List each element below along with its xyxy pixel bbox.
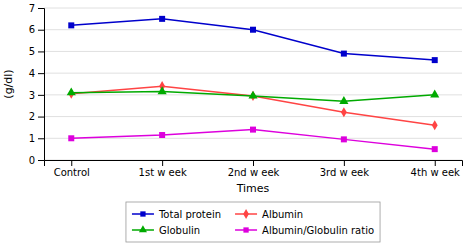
legend: Total protein Albumin Globulin Albumin/Glob… xyxy=(126,202,380,242)
series-line xyxy=(71,19,434,60)
y-tick-mark xyxy=(38,8,44,9)
series-marker xyxy=(67,87,76,95)
legend-item: Total protein xyxy=(132,209,221,220)
legend-label: Globulin xyxy=(159,225,200,236)
y-tick-mark xyxy=(38,160,44,161)
series-marker xyxy=(159,132,165,138)
legend-label: Albumin xyxy=(262,209,303,220)
series-marker xyxy=(432,57,438,63)
x-tick-label: Control xyxy=(54,167,90,178)
y-tick: 5 xyxy=(29,46,44,57)
y-tick-label: 3 xyxy=(29,90,35,101)
x-tick-label: 3rd w eek xyxy=(320,167,369,178)
x-tick: Control xyxy=(54,160,90,178)
legend-item: Albumin xyxy=(235,209,303,220)
legend-item: Albumin/Globulin ratio xyxy=(235,225,374,236)
x-tick-mark xyxy=(71,160,72,166)
y-tick-mark xyxy=(38,117,44,118)
y-tick: 3 xyxy=(29,90,44,101)
series-marker xyxy=(341,136,347,142)
y-axis-line xyxy=(38,9,45,161)
x-tick: 2nd w eek xyxy=(228,160,280,178)
legend-label: Albumin/Globulin ratio xyxy=(262,225,374,236)
y-axis: 0 1 2 3 4 5 6 7 xyxy=(29,3,45,166)
y-tick-label: 1 xyxy=(29,133,35,144)
y-tick-mark xyxy=(38,73,44,74)
y-axis-title: (g/dl) xyxy=(2,69,15,98)
x-tick-label: 4th w eek xyxy=(411,167,460,178)
x-tick-mark xyxy=(435,160,436,166)
y-tick: 4 xyxy=(29,68,44,79)
y-tick-label: 6 xyxy=(29,24,35,35)
y-tick-mark xyxy=(38,95,44,96)
x-tick: 3rd w eek xyxy=(320,160,369,178)
y-tick: 0 xyxy=(29,155,44,166)
grid-line xyxy=(44,51,462,52)
series-marker xyxy=(341,107,347,117)
series-marker xyxy=(341,51,347,57)
legend-box xyxy=(126,202,380,242)
legend-label: Total protein xyxy=(158,209,221,220)
series-marker xyxy=(158,86,167,94)
y-tick: 7 xyxy=(29,3,44,14)
legend-marker xyxy=(243,227,248,232)
series-marker xyxy=(68,135,74,141)
series-marker xyxy=(430,90,439,98)
x-axis: Control 1st w eek 2nd w eek 3rd w eek 4th w … xyxy=(45,160,463,178)
chart: Control 1st w eek 2nd w eek 3rd w eek 4th w … xyxy=(0,0,474,252)
y-tick-mark xyxy=(38,30,44,31)
grid-line xyxy=(44,138,462,139)
x-tick-mark xyxy=(344,160,345,166)
x-axis-line xyxy=(45,161,463,167)
x-tick-mark xyxy=(253,160,254,166)
series-marker xyxy=(339,96,348,104)
grid-line xyxy=(44,8,462,9)
grid-line xyxy=(44,116,462,117)
y-tick: 2 xyxy=(29,111,44,122)
marks xyxy=(67,16,440,152)
y-tick: 1 xyxy=(29,133,44,144)
grid-line xyxy=(44,73,462,74)
y-tick-label: 5 xyxy=(29,46,35,57)
y-tick: 6 xyxy=(29,24,44,35)
plot: Control 1st w eek 2nd w eek 3rd w eek 4th w … xyxy=(2,3,463,195)
y-tick-label: 0 xyxy=(29,155,35,166)
y-tick-label: 7 xyxy=(29,3,35,14)
x-tick: 4th w eek xyxy=(411,160,460,178)
legend-marker xyxy=(140,211,145,216)
y-tick-mark xyxy=(38,51,44,52)
series-marker xyxy=(432,146,438,152)
y-tick-label: 4 xyxy=(29,68,35,79)
legend-marker xyxy=(243,209,249,219)
y-tick-label: 2 xyxy=(29,111,35,122)
grid xyxy=(44,8,462,160)
series-marker xyxy=(250,127,256,133)
x-axis-title: Times xyxy=(236,182,270,195)
series-line xyxy=(71,86,434,125)
legend-item: Globulin xyxy=(132,225,200,236)
x-tick-label: 1st w eek xyxy=(139,167,187,178)
y-tick-mark xyxy=(38,138,44,139)
legend-marker xyxy=(139,225,147,232)
series-marker xyxy=(248,91,257,99)
x-tick: 1st w eek xyxy=(139,160,187,178)
series-line xyxy=(71,92,434,102)
series-marker xyxy=(68,22,74,28)
series-marker xyxy=(432,120,438,130)
x-tick-mark xyxy=(162,160,163,166)
x-tick-label: 2nd w eek xyxy=(228,167,280,178)
series-marker xyxy=(159,16,165,22)
series-marker xyxy=(250,27,256,33)
